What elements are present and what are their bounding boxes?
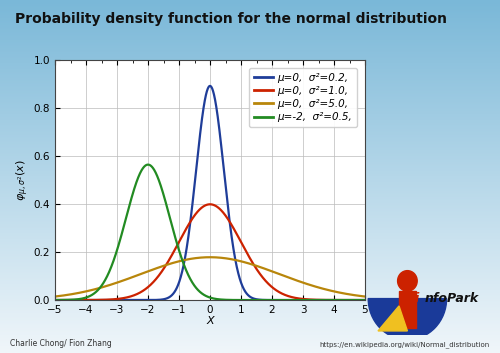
Text: nfoPark: nfoPark: [424, 292, 478, 305]
Text: Charlie Chong/ Fion Zhang: Charlie Chong/ Fion Zhang: [10, 339, 112, 348]
Bar: [399, 291, 416, 328]
Text: Probability density function for the normal distribution: Probability density function for the nor…: [15, 12, 447, 26]
Polygon shape: [378, 306, 408, 331]
X-axis label: X: X: [206, 316, 214, 326]
Text: i: i: [414, 292, 418, 305]
Text: https://en.wikipedia.org/wiki/Normal_distribution: https://en.wikipedia.org/wiki/Normal_dis…: [320, 341, 490, 348]
Wedge shape: [368, 299, 446, 340]
Circle shape: [398, 271, 417, 291]
Legend: μ=0,  σ²=0.2,, μ=0,  σ²=1.0,, μ=0,  σ²=5.0,, μ=-2,  σ²=0.5,: μ=0, σ²=0.2,, μ=0, σ²=1.0,, μ=0, σ²=5.0,…: [248, 68, 356, 127]
Y-axis label: $\varphi_{\mu,\sigma^2}(x)$: $\varphi_{\mu,\sigma^2}(x)$: [14, 159, 31, 201]
